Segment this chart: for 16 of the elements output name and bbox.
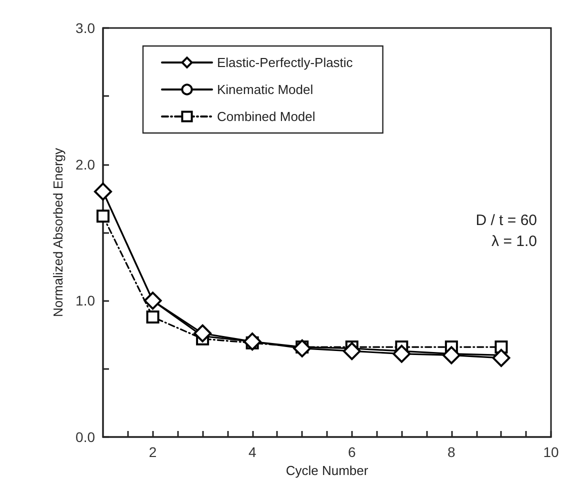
annotation: λ = 1.0: [492, 233, 538, 250]
y-tick-label: 3.0: [76, 20, 96, 36]
x-tick-label: 2: [148, 444, 157, 460]
x-tick-label: 10: [543, 444, 559, 460]
x-tick-label: 4: [248, 444, 256, 460]
y-tick-label: 2.0: [76, 156, 96, 172]
legend-label: Elastic-Perfectly-Plastic: [217, 55, 354, 70]
x-axis-title: Cycle Number: [286, 462, 369, 478]
x-tick-label: 6: [348, 444, 356, 460]
y-tick-label: 0.0: [76, 429, 96, 445]
x-tick-label: 8: [448, 444, 456, 460]
y-axis-title: Normalized Absorbed Energy: [50, 147, 66, 318]
annotation: D / t = 60: [476, 212, 538, 229]
legend-label: Combined Model: [217, 109, 316, 124]
legend-label: Kinematic Model: [217, 82, 314, 97]
y-tick-label: 1.0: [76, 292, 96, 309]
